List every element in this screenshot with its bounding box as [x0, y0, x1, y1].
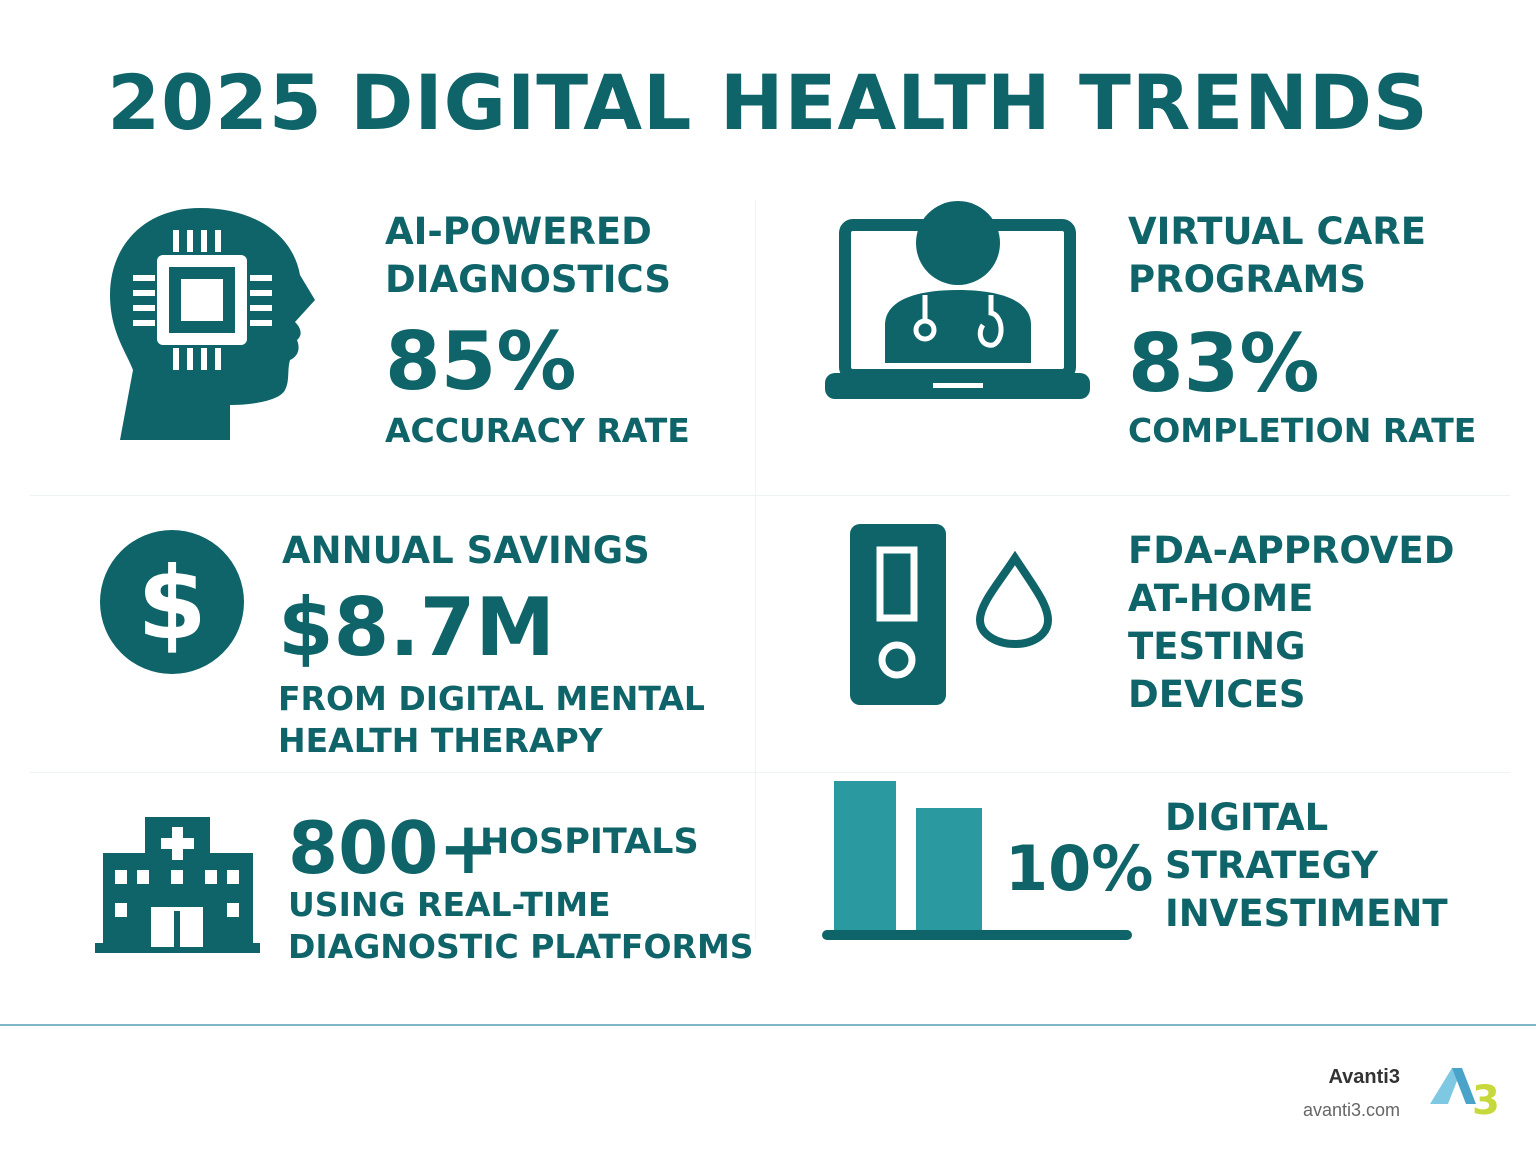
card-sub-line: ACCURACY RATE [385, 411, 690, 450]
brand-url[interactable]: avanti3.com [1302, 1100, 1400, 1120]
card-label-line: FDA-APPROVED [1128, 529, 1455, 572]
card-label-line: STRATEGY [1165, 844, 1379, 887]
card-label-line: HOSPITALS [480, 822, 699, 862]
card-value: 800+ [288, 806, 499, 890]
card-label-line: DEVICES [1128, 673, 1306, 716]
card-sub-line: USING REAL-TIME [288, 885, 611, 924]
card-value: $8.7M [278, 581, 555, 674]
divider-row-1 [30, 495, 1510, 496]
card-label-line: AT-HOME [1128, 577, 1314, 620]
dollar-icon: $ [100, 530, 244, 674]
svg-text:3: 3 [1472, 1078, 1500, 1120]
test-device-drop-icon [850, 524, 1053, 705]
card-sub-line: DIAGNOSTIC PLATFORMS [288, 927, 754, 966]
card-label-line: AI-POWERED [385, 210, 652, 253]
avanti3-logo-icon[interactable]: 3 [1428, 1064, 1504, 1120]
card-value: 85% [385, 315, 577, 408]
card-label-line: DIGITAL [1165, 796, 1329, 839]
card-label-line: TESTING [1128, 625, 1306, 668]
card-value: 83% [1128, 317, 1320, 410]
card-sub-line: HEALTH THERAPY [278, 721, 603, 760]
card-label-line: DIAGNOSTICS [385, 258, 672, 301]
divider-row-2 [30, 772, 1510, 773]
divider-vertical [755, 200, 756, 940]
bar-chart-icon [822, 781, 1132, 940]
brain-chip-icon [110, 208, 315, 440]
doctor-laptop-icon [825, 201, 1090, 399]
footer-divider [0, 1024, 1536, 1026]
card-value: 10% [1005, 832, 1154, 905]
page-title: 2025 DIGITAL HEALTH TRENDS [107, 58, 1429, 147]
card-sub-line: FROM DIGITAL MENTAL [278, 679, 705, 718]
hospital-icon [95, 817, 260, 953]
card-label-line: INVESTIMENT [1165, 892, 1448, 935]
card-label-line: ANNUAL SAVINGS [282, 529, 650, 572]
brand-name[interactable]: Avanti3 [1328, 1066, 1400, 1088]
card-label-line: VIRTUAL CARE [1128, 210, 1427, 253]
card-sub-line: COMPLETION RATE [1128, 411, 1477, 450]
svg-text:$: $ [137, 545, 207, 662]
card-label-line: PROGRAMS [1128, 258, 1367, 301]
